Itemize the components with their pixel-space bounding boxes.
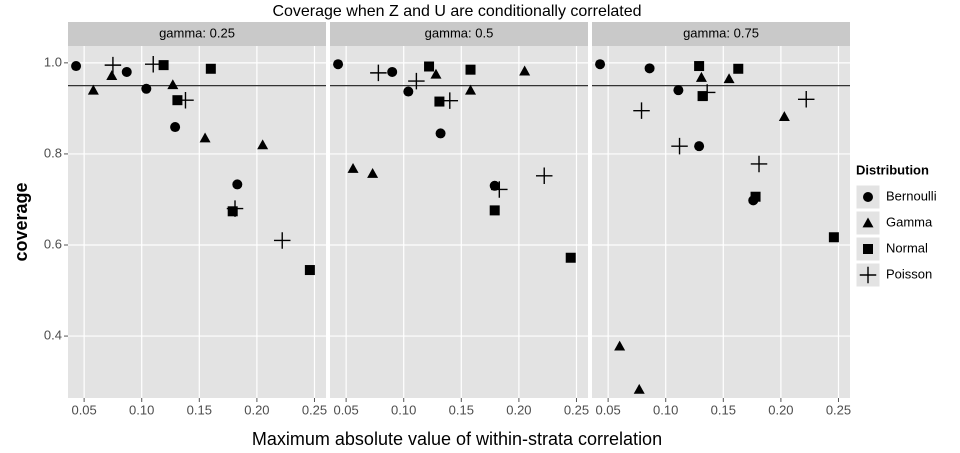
point [519, 65, 531, 76]
x-tick-label: 0.20 [768, 402, 793, 417]
x-tick-label: 0.25 [302, 402, 327, 417]
point [167, 79, 179, 90]
point [141, 83, 152, 94]
strip-label: gamma: 0.75 [683, 25, 759, 40]
point [227, 206, 238, 217]
point [644, 63, 655, 74]
strip-background [592, 22, 850, 46]
point [87, 84, 99, 95]
strip-label: gamma: 0.5 [425, 25, 494, 40]
point [565, 252, 576, 263]
point [733, 63, 744, 74]
point [144, 55, 162, 73]
legend-title: Distribution [856, 162, 929, 177]
x-tick-label: 0.25 [564, 402, 589, 417]
point [435, 128, 446, 139]
point [370, 64, 387, 82]
x-tick-label: 0.10 [129, 402, 154, 417]
legend-symbol [863, 192, 873, 202]
point [828, 232, 839, 243]
point [595, 59, 606, 70]
legend-symbol [862, 217, 874, 228]
x-tick-label: 0.15 [187, 402, 212, 417]
chart-title: Coverage when Z and U are conditionally … [272, 3, 641, 20]
point [347, 162, 359, 173]
panel-background [592, 46, 850, 398]
point [104, 56, 122, 74]
point [489, 205, 500, 216]
x-tick-label: 0.05 [595, 402, 620, 417]
point [106, 70, 118, 80]
point [424, 61, 435, 72]
y-axis-label: coverage [11, 182, 31, 261]
point [695, 71, 707, 82]
point [199, 132, 211, 143]
point [491, 181, 508, 198]
point [694, 61, 705, 72]
x-tick-label: 0.10 [391, 402, 416, 417]
point [535, 167, 553, 185]
point [723, 73, 735, 84]
legend-label: Normal [886, 240, 928, 255]
strip-background [330, 22, 588, 46]
point [614, 340, 626, 351]
point [177, 91, 194, 109]
point [489, 180, 500, 191]
point [434, 96, 445, 107]
y-tick-label: 1.0 [44, 54, 62, 69]
x-tick-label: 0.15 [711, 402, 736, 417]
point [121, 66, 132, 77]
strip-background [68, 22, 326, 46]
point [170, 122, 181, 133]
point [232, 179, 243, 190]
legend-label: Bernoulli [886, 188, 937, 203]
point [633, 383, 645, 394]
x-tick-label: 0.20 [506, 402, 531, 417]
x-tick-label: 0.20 [244, 402, 269, 417]
point [673, 85, 684, 96]
strip-label: gamma: 0.25 [159, 25, 235, 40]
point [273, 232, 291, 249]
point [698, 84, 716, 101]
panel-background [68, 46, 326, 398]
point [671, 137, 688, 155]
point [226, 200, 244, 217]
point [697, 91, 708, 102]
point [797, 91, 815, 108]
point [430, 68, 442, 79]
legend-symbol [863, 244, 873, 254]
x-tick-label: 0.05 [71, 402, 96, 417]
point [465, 84, 477, 95]
point [778, 111, 790, 121]
panel-background [330, 46, 588, 398]
x-tick-label: 0.25 [826, 402, 851, 417]
y-tick-label: 0.8 [44, 145, 62, 160]
legend-label: Gamma [886, 214, 933, 229]
point [205, 63, 216, 74]
point [333, 59, 344, 70]
point [750, 191, 761, 202]
point [304, 265, 315, 276]
point [465, 64, 476, 75]
legend-label: Poisson [886, 266, 932, 281]
point [408, 72, 425, 90]
x-tick-label: 0.10 [653, 402, 678, 417]
point [750, 155, 768, 173]
point [71, 61, 82, 72]
point [387, 66, 398, 77]
point [441, 92, 459, 109]
point [633, 102, 650, 119]
point [403, 86, 414, 97]
x-axis-label: Maximum absolute value of within-strata … [252, 429, 662, 449]
x-tick-label: 0.15 [449, 402, 474, 417]
y-tick-label: 0.4 [44, 328, 62, 343]
point [367, 168, 379, 178]
point [257, 139, 269, 150]
x-tick-label: 0.05 [333, 402, 358, 417]
legend-symbol [859, 266, 877, 284]
point [158, 60, 169, 71]
point [694, 141, 705, 152]
y-tick-label: 0.6 [44, 236, 62, 251]
